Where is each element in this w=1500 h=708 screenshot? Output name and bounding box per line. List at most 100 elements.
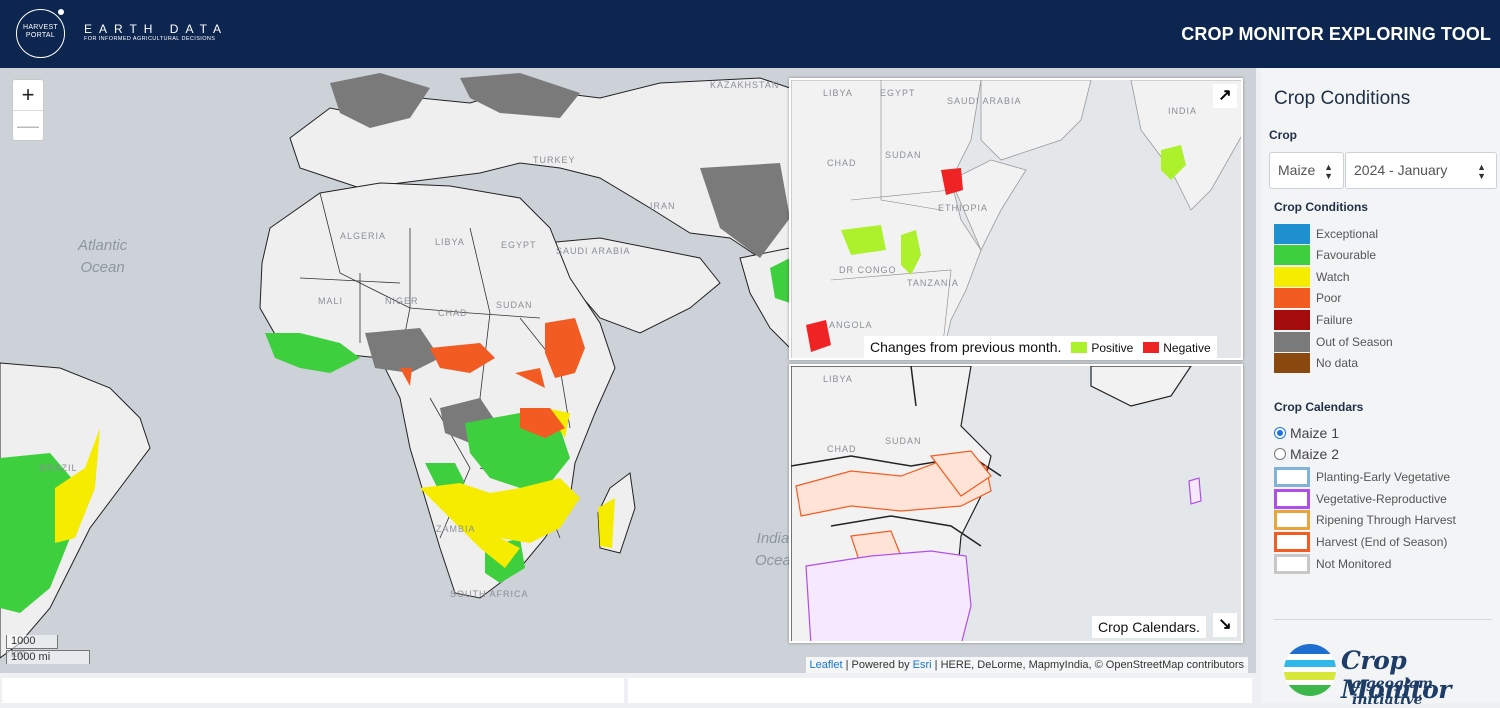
changes-inset-map[interactable]: LIBYA EGYPT SAUDI ARABIA INDIA CHAD SUDA…	[789, 78, 1243, 360]
attribution-text: | HERE, DeLorme, MapmyIndia, © OpenStree…	[931, 659, 1244, 671]
harvest-portal-logo[interactable]: HARVEST PORTAL	[16, 9, 65, 58]
place-label: EGYPT	[501, 240, 537, 250]
legend-label: Exceptional	[1316, 227, 1379, 241]
collapse-arrow-icon[interactable]: ↘	[1213, 613, 1237, 637]
place-label: TURKEY	[533, 155, 576, 165]
watch-swatch	[1274, 267, 1310, 287]
ocean-label-atlantic: Atlantic Ocean	[78, 237, 128, 276]
app-header: HARVEST PORTAL EARTH DATA FOR INFORMED A…	[0, 0, 1500, 68]
legend-label: Watch	[1316, 270, 1350, 284]
leaflet-link[interactable]: Leaflet	[809, 659, 843, 671]
brand-name: Crop Monitor	[1341, 646, 1451, 704]
logo-title: EARTH DATA	[84, 22, 229, 36]
negative-label: Negative	[1163, 341, 1211, 355]
calendars-inset-basemap	[791, 366, 1202, 641]
maize-1-radio[interactable]: Maize 1	[1274, 425, 1339, 441]
select-arrows-icon: ▲ ▼	[1324, 162, 1333, 181]
changes-inset-basemap	[791, 80, 1241, 358]
scale-bar-km: 1000 km	[6, 635, 58, 660]
stage-label: Harvest (End of Season)	[1316, 535, 1448, 549]
divider	[1274, 619, 1492, 620]
place-label: IRAN	[650, 201, 676, 211]
legend-label: No data	[1316, 356, 1359, 370]
stage-label: Vegetative-Reproductive	[1316, 492, 1447, 506]
place-label: SAUDI ARABIA	[556, 246, 631, 256]
poor-swatch	[1274, 288, 1310, 308]
ripening-swatch	[1274, 510, 1310, 530]
attribution-text: | Powered by	[842, 659, 913, 671]
date-select[interactable]: 2024 - January ▲ ▼	[1345, 152, 1497, 189]
logo-dot-icon	[58, 9, 64, 15]
place-label: SUDAN	[885, 436, 922, 446]
out-of-season-swatch	[1274, 332, 1310, 352]
place-label: CHAD	[827, 158, 857, 168]
conditions-label: Crop Conditions	[1274, 200, 1368, 214]
crop-select[interactable]: Maize ▲ ▼	[1269, 152, 1344, 189]
bottom-panel-right	[628, 678, 1252, 703]
sidebar: Crop Conditions Crop Maize ▲ ▼ 2024 - Jan…	[1261, 68, 1500, 708]
place-label: BRAZIL	[40, 463, 78, 473]
radio-selected-icon	[1274, 427, 1286, 439]
place-label: TANZANIA	[907, 278, 959, 288]
positive-swatch	[1071, 342, 1088, 353]
place-label: KAZAKHSTAN	[710, 80, 780, 90]
calendars-inset-map[interactable]: LIBYA CHAD SUDAN Crop Calendars. ↘	[789, 364, 1243, 643]
harvest-swatch	[1274, 532, 1310, 552]
no-data-swatch	[1274, 353, 1310, 373]
place-label: ZAMBIA	[436, 524, 476, 534]
place-label: EGYPT	[880, 88, 916, 98]
place-label: LIBYA	[435, 237, 465, 247]
changes-legend: Changes from previous month. Positive Ne…	[864, 336, 1217, 358]
crop-select-value: Maize	[1278, 162, 1316, 178]
crop-label: Crop	[1269, 128, 1297, 142]
calendars-caption: Crop Calendars.	[1092, 616, 1206, 638]
select-arrows-icon: ▲ ▼	[1477, 162, 1486, 181]
radio-label: Maize 1	[1290, 425, 1340, 441]
page-title: CROP MONITOR EXPLORING TOOL	[1181, 24, 1491, 44]
esri-link[interactable]: Esri	[912, 659, 932, 671]
place-label: INDIA	[1168, 106, 1198, 116]
globe-logo-icon	[1284, 644, 1336, 696]
sidebar-title: Crop Conditions	[1274, 88, 1411, 109]
place-label: SUDAN	[496, 300, 533, 310]
date-select-value: 2024 - January	[1354, 162, 1448, 178]
stage-label: Not Monitored	[1316, 557, 1392, 571]
legend-label: Favourable	[1316, 248, 1377, 262]
positive-label: Positive	[1091, 341, 1134, 355]
expand-arrow-icon[interactable]: ↗	[1213, 84, 1237, 108]
legend-label: Poor	[1316, 291, 1342, 305]
planting-swatch	[1274, 467, 1310, 487]
place-label: ANGOLA	[829, 320, 873, 330]
logo-circle-text: HARVEST PORTAL	[22, 24, 59, 39]
crop-monitor-logo[interactable]: Crop Monitor a geoglam initiative	[1283, 642, 1483, 708]
legend-label: Out of Season	[1316, 335, 1393, 349]
maize-2-radio[interactable]: Maize 2	[1274, 446, 1339, 462]
place-label: CHAD	[827, 444, 857, 454]
place-label: SOUTH AFRICA	[450, 589, 529, 599]
radio-unselected-icon	[1274, 448, 1286, 460]
map-attribution: Leaflet | Powered by Esri | HERE, DeLorm…	[805, 657, 1248, 673]
brand-subtitle: a geoglam initiative	[1352, 676, 1433, 708]
radio-label: Maize 2	[1290, 446, 1340, 462]
logo-subtitle: FOR INFORMED AGRICULTURAL DECISIONS	[84, 36, 216, 42]
place-label: CHAD	[438, 308, 468, 318]
stage-label: Planting-Early Vegetative	[1316, 470, 1451, 484]
place-label: MALI	[318, 296, 344, 306]
place-label: SAUDI ARABIA	[947, 96, 1022, 106]
stage-label: Ripening Through Harvest	[1316, 513, 1456, 527]
zoom-out-button[interactable]: —	[13, 110, 43, 140]
zoom-control: + —	[12, 79, 44, 141]
main-map[interactable]: Atlantic Ocean Indian Ocean KAZAKHSTAN TUR…	[0, 68, 1256, 673]
zoom-in-button[interactable]: +	[21, 82, 35, 107]
bottom-panel-left	[2, 678, 624, 703]
ocean-label-indian: Indian Ocean	[755, 530, 800, 569]
place-label: ALGERIA	[340, 231, 387, 241]
exceptional-swatch	[1274, 224, 1310, 244]
basemap	[0, 73, 791, 659]
not-monitored-swatch	[1274, 554, 1310, 574]
legend-label: Failure	[1316, 313, 1353, 327]
place-label: NIGER	[385, 296, 419, 306]
scale-bar-mi: 1000 mi	[6, 650, 90, 664]
place-label: SUDAN	[885, 150, 922, 160]
negative-swatch	[1143, 342, 1160, 353]
